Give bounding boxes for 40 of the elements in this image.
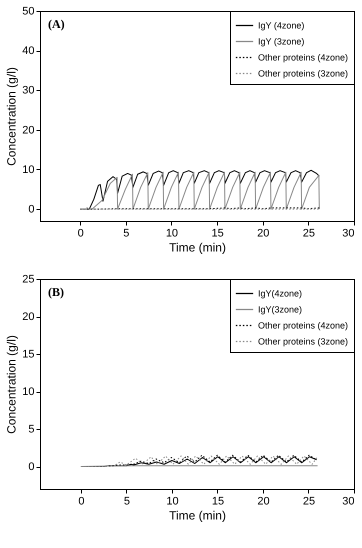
- y-tick-label: 10: [22, 164, 34, 176]
- x-tick-label: 20: [257, 496, 270, 508]
- legend-label: Other proteins (4zone): [258, 52, 348, 62]
- y-tick-label: 15: [22, 348, 34, 360]
- annotation: (A): [48, 17, 65, 31]
- x-tick-label: 5: [124, 496, 130, 508]
- x-tick-label: 15: [211, 228, 224, 240]
- x-tick-label: 10: [166, 496, 179, 508]
- legend-label: IgY(4zone): [258, 288, 302, 298]
- legend-label: Other proteins (3zone): [258, 68, 348, 78]
- y-tick-label: 40: [22, 45, 34, 58]
- x-tick-label: 30: [342, 496, 354, 508]
- y-tick-label: 50: [22, 6, 34, 18]
- annotation: (B): [48, 285, 64, 299]
- y-tick-label: 0: [28, 461, 34, 473]
- y-tick-label: 25: [22, 274, 34, 286]
- x-axis-title: Time (min): [169, 508, 226, 522]
- legend-label: Other proteins (4zone): [258, 320, 348, 330]
- x-tick-label: 15: [212, 496, 224, 508]
- y-axis-title: Concentration (g/l): [4, 67, 18, 166]
- x-tick-label: 10: [166, 228, 178, 240]
- x-tick-label: 0: [78, 496, 85, 508]
- x-tick-label: 30: [342, 228, 354, 240]
- x-tick-label: 0: [78, 228, 84, 240]
- x-tick-label: 25: [302, 228, 315, 240]
- x-tick-label: 20: [257, 228, 270, 240]
- x-tick-label: 5: [123, 228, 130, 240]
- y-axis-title: Concentration (g/l): [4, 335, 18, 434]
- y-tick-label: 10: [22, 386, 34, 398]
- y-tick-label: 20: [22, 124, 34, 136]
- y-tick-label: 30: [22, 84, 34, 97]
- legend-label: Other proteins (3zone): [258, 336, 348, 346]
- x-axis-title: Time (min): [169, 240, 226, 254]
- legend-label: IgY (3zone): [258, 36, 304, 46]
- legend-label: IgY(3zone): [258, 304, 302, 314]
- x-tick-label: 25: [302, 496, 316, 508]
- legend-label: IgY (4zone): [258, 20, 304, 30]
- y-tick-label: 5: [28, 424, 34, 436]
- y-tick-label: 0: [28, 204, 34, 216]
- y-tick-label: 20: [22, 311, 34, 323]
